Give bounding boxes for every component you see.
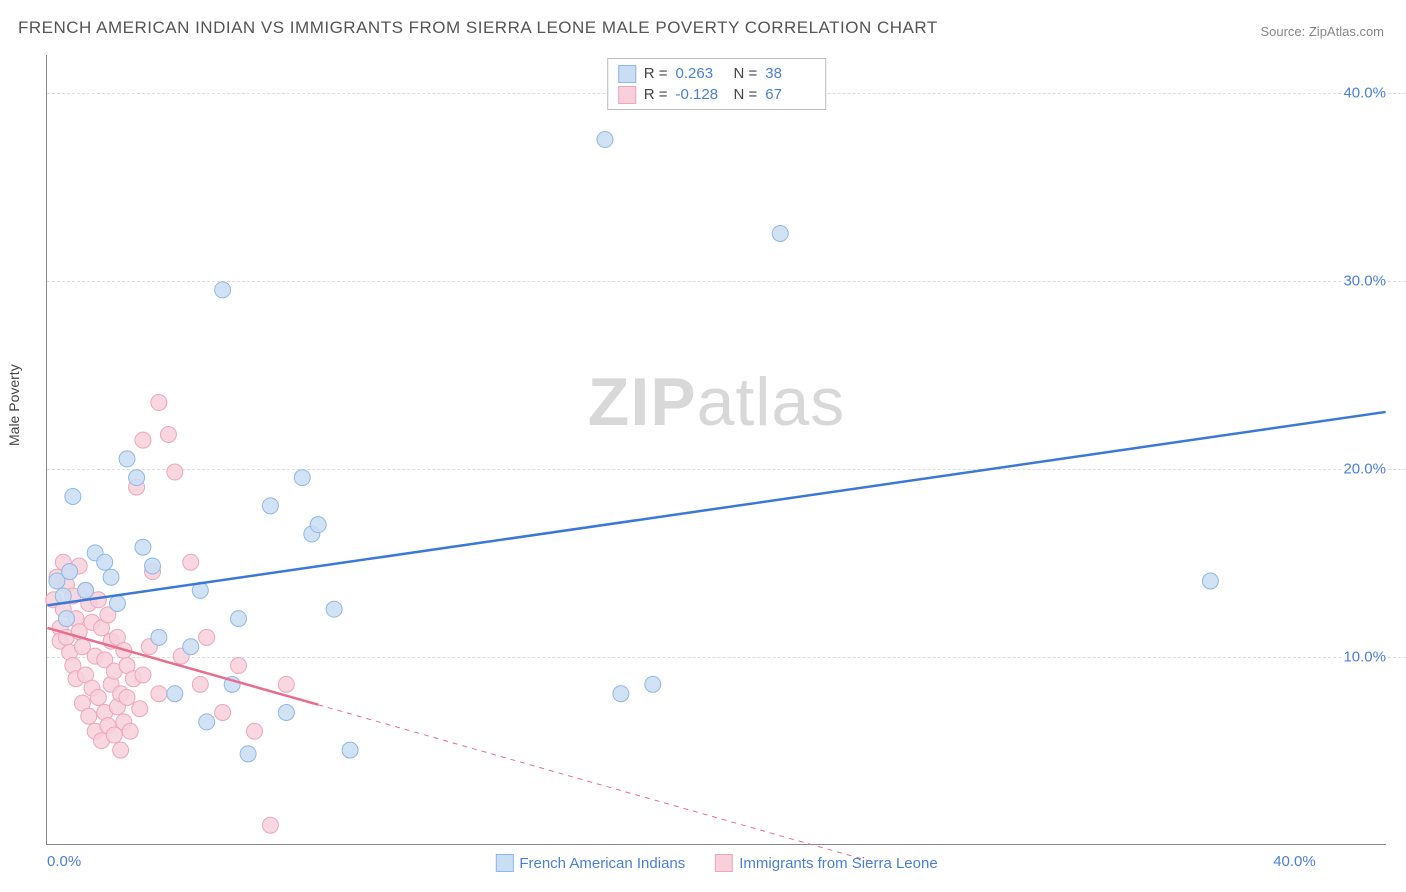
swatch-pink — [618, 86, 636, 104]
n-value-blue: 38 — [765, 63, 815, 84]
legend-swatch-blue — [495, 854, 513, 872]
stats-legend-box: R = 0.263 N = 38 R = -0.128 N = 67 — [607, 58, 827, 110]
r-value-pink: -0.128 — [676, 84, 726, 105]
source-label: Source: ZipAtlas.com — [1260, 24, 1384, 39]
legend-label-pink: Immigrants from Sierra Leone — [739, 855, 937, 872]
x-tick-label: 0.0% — [47, 853, 81, 870]
plot-area: ZIPatlas 10.0%20.0%30.0%40.0% R = 0.263 … — [46, 55, 1386, 845]
x-tick-label: 40.0% — [1273, 853, 1316, 870]
n-label: N = — [734, 84, 758, 105]
n-label: N = — [734, 63, 758, 84]
r-label: R = — [644, 84, 668, 105]
legend-label-blue: French American Indians — [519, 855, 685, 872]
legend-swatch-pink — [715, 854, 733, 872]
r-value-blue: 0.263 — [676, 63, 726, 84]
stats-row-pink: R = -0.128 N = 67 — [618, 84, 816, 105]
y-axis-label: Male Poverty — [6, 364, 22, 446]
legend-item-pink: Immigrants from Sierra Leone — [715, 854, 937, 872]
stats-row-blue: R = 0.263 N = 38 — [618, 63, 816, 84]
legend-bottom: French American Indians Immigrants from … — [495, 854, 937, 872]
chart-container: FRENCH AMERICAN INDIAN VS IMMIGRANTS FRO… — [0, 0, 1406, 892]
n-value-pink: 67 — [765, 84, 815, 105]
swatch-blue — [618, 65, 636, 83]
r-label: R = — [644, 63, 668, 84]
legend-item-blue: French American Indians — [495, 854, 685, 872]
scatter-plot-svg — [47, 55, 1386, 844]
chart-title: FRENCH AMERICAN INDIAN VS IMMIGRANTS FRO… — [18, 18, 938, 38]
